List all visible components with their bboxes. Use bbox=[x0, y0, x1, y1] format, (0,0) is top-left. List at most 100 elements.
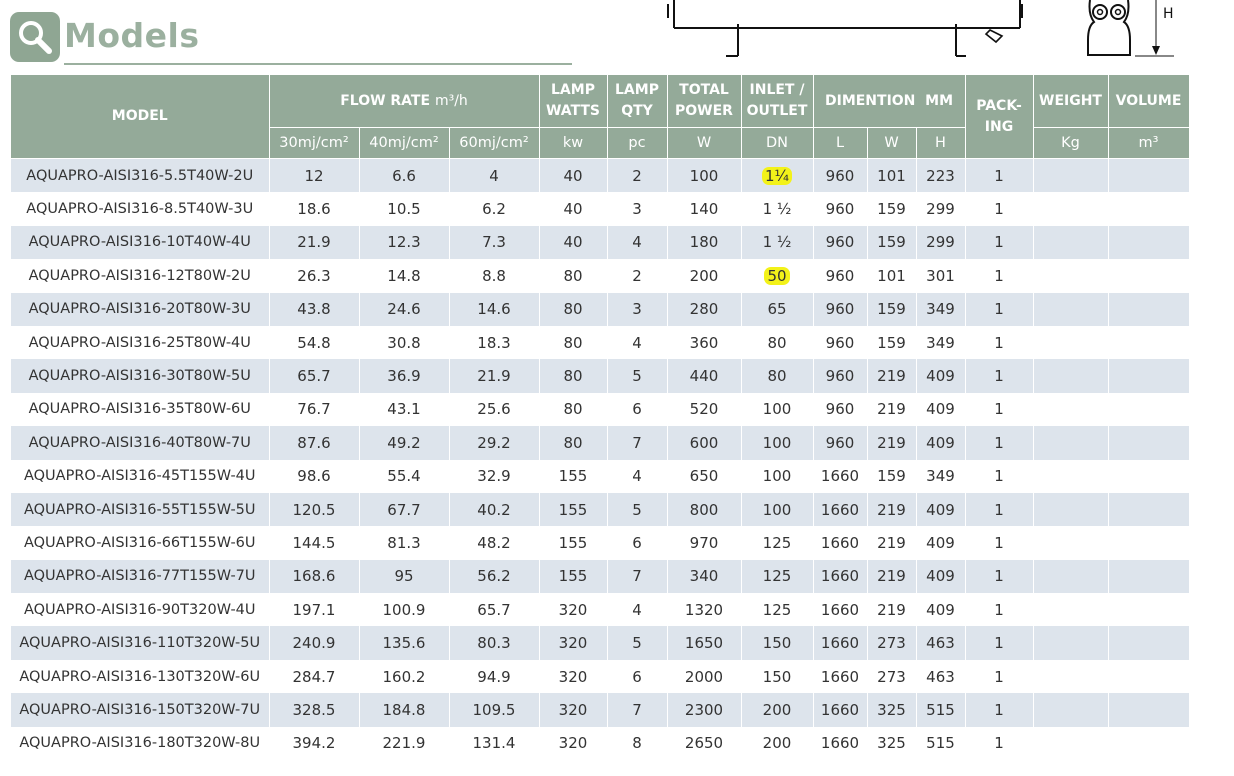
cell-length: 960 bbox=[813, 292, 868, 326]
cell-packing: 1 bbox=[965, 726, 1034, 761]
subheader-total-power: W bbox=[667, 127, 742, 159]
cell-lamp-watts: 320 bbox=[539, 659, 608, 694]
cell-length: 960 bbox=[813, 359, 868, 393]
cell-inlet-outlet: 80 bbox=[741, 325, 814, 360]
cell-inlet-outlet: 50 bbox=[741, 259, 814, 293]
highlighted-dn-value: 50 bbox=[764, 266, 790, 285]
cell-length: 960 bbox=[813, 325, 868, 360]
cell-inlet-outlet: 1 ½ bbox=[741, 192, 814, 226]
table-row: AQUAPRO-AISI316-25T80W-4U 54.8 30.8 18.3 80 4… bbox=[11, 325, 1190, 360]
cell-inlet-outlet: 200 bbox=[741, 693, 814, 727]
cell-volume bbox=[1108, 593, 1190, 627]
cell-flow-40: 12.3 bbox=[359, 225, 450, 260]
cell-inlet-outlet: 80 bbox=[741, 359, 814, 393]
header-flow-rate: FLOW RATE m³/h bbox=[269, 75, 540, 128]
cell-flow-60: 65.7 bbox=[449, 593, 540, 627]
cell-lamp-watts: 40 bbox=[539, 192, 608, 226]
cell-total-power: 200 bbox=[667, 259, 742, 293]
cell-lamp-qty: 5 bbox=[607, 492, 668, 527]
cell-flow-40: 100.9 bbox=[359, 593, 450, 627]
cell-packing: 1 bbox=[965, 292, 1034, 326]
cell-model: AQUAPRO-AISI316-150T320W-7U bbox=[11, 693, 270, 727]
cell-width: 159 bbox=[867, 325, 917, 360]
subheader-height: H bbox=[916, 127, 966, 159]
cell-flow-60: 109.5 bbox=[449, 693, 540, 727]
cell-width: 219 bbox=[867, 559, 917, 594]
header-lamp-qty: LAMP QTY bbox=[607, 75, 668, 128]
cell-length: 960 bbox=[813, 259, 868, 293]
cell-width: 101 bbox=[867, 158, 917, 193]
header-volume: VOLUME bbox=[1108, 75, 1190, 128]
cell-length: 1660 bbox=[813, 626, 868, 660]
cell-weight bbox=[1033, 192, 1109, 226]
cell-model: AQUAPRO-AISI316-25T80W-4U bbox=[11, 325, 270, 360]
cell-packing: 1 bbox=[965, 158, 1034, 193]
cell-total-power: 100 bbox=[667, 158, 742, 193]
cell-flow-40: 221.9 bbox=[359, 726, 450, 761]
cell-flow-60: 131.4 bbox=[449, 726, 540, 761]
cell-packing: 1 bbox=[965, 259, 1034, 293]
cell-lamp-watts: 155 bbox=[539, 559, 608, 594]
table-row: AQUAPRO-AISI316-20T80W-3U 43.8 24.6 14.6 80 3… bbox=[11, 292, 1190, 326]
cell-lamp-qty: 4 bbox=[607, 325, 668, 360]
cell-flow-40: 6.6 bbox=[359, 158, 450, 193]
cell-flow-40: 67.7 bbox=[359, 492, 450, 527]
cell-lamp-qty: 6 bbox=[607, 526, 668, 560]
cell-flow-60: 14.6 bbox=[449, 292, 540, 326]
cell-lamp-qty: 5 bbox=[607, 359, 668, 393]
cell-lamp-qty: 7 bbox=[607, 426, 668, 460]
cell-flow-30: 394.2 bbox=[269, 726, 360, 761]
subheader-flow-30: 30mj/cm² bbox=[269, 127, 360, 159]
cell-volume bbox=[1108, 259, 1190, 293]
cell-flow-60: 48.2 bbox=[449, 526, 540, 560]
cell-volume bbox=[1108, 292, 1190, 326]
cell-packing: 1 bbox=[965, 459, 1034, 493]
cell-flow-30: 43.8 bbox=[269, 292, 360, 326]
cell-total-power: 600 bbox=[667, 426, 742, 460]
cell-total-power: 360 bbox=[667, 325, 742, 360]
cell-lamp-qty: 2 bbox=[607, 259, 668, 293]
cell-volume bbox=[1108, 693, 1190, 727]
cell-width: 219 bbox=[867, 392, 917, 427]
cell-total-power: 2650 bbox=[667, 726, 742, 761]
cell-volume bbox=[1108, 726, 1190, 761]
cell-flow-40: 81.3 bbox=[359, 526, 450, 560]
cell-height: 515 bbox=[916, 726, 966, 761]
cell-inlet-outlet: 100 bbox=[741, 392, 814, 427]
cell-length: 960 bbox=[813, 392, 868, 427]
subheader-lamp-watts: kw bbox=[539, 127, 608, 159]
cell-weight bbox=[1033, 492, 1109, 527]
cell-volume bbox=[1108, 626, 1190, 660]
cell-lamp-watts: 155 bbox=[539, 492, 608, 527]
cell-inlet-outlet: 125 bbox=[741, 593, 814, 627]
subheader-volume: m³ bbox=[1108, 127, 1190, 159]
cell-height: 349 bbox=[916, 292, 966, 326]
cell-lamp-qty: 4 bbox=[607, 593, 668, 627]
cell-weight bbox=[1033, 526, 1109, 560]
models-spec-table: MODEL FLOW RATE m³/h LAMP WATTS LAMP QTY… bbox=[11, 75, 1190, 761]
cell-total-power: 1650 bbox=[667, 626, 742, 660]
cell-weight bbox=[1033, 392, 1109, 427]
cell-length: 1660 bbox=[813, 459, 868, 493]
cell-volume bbox=[1108, 325, 1190, 360]
cell-total-power: 1320 bbox=[667, 593, 742, 627]
cell-length: 1660 bbox=[813, 526, 868, 560]
cell-inlet-outlet: 1 ½ bbox=[741, 225, 814, 260]
cell-inlet-outlet: 150 bbox=[741, 659, 814, 694]
cell-lamp-qty: 3 bbox=[607, 192, 668, 226]
cell-volume bbox=[1108, 559, 1190, 594]
cell-lamp-qty: 2 bbox=[607, 158, 668, 193]
cell-flow-30: 328.5 bbox=[269, 693, 360, 727]
cell-packing: 1 bbox=[965, 192, 1034, 226]
cell-height: 301 bbox=[916, 259, 966, 293]
models-logo bbox=[10, 12, 60, 62]
cell-model: AQUAPRO-AISI316-45T155W-4U bbox=[11, 459, 270, 493]
cell-lamp-qty: 6 bbox=[607, 659, 668, 694]
header-dimention: DIMENTION MM bbox=[813, 75, 966, 128]
cell-lamp-watts: 80 bbox=[539, 259, 608, 293]
cell-packing: 1 bbox=[965, 659, 1034, 694]
cell-volume bbox=[1108, 492, 1190, 527]
cell-volume bbox=[1108, 426, 1190, 460]
cell-model: AQUAPRO-AISI316-12T80W-2U bbox=[11, 259, 270, 293]
subheader-lamp-qty: pc bbox=[607, 127, 668, 159]
